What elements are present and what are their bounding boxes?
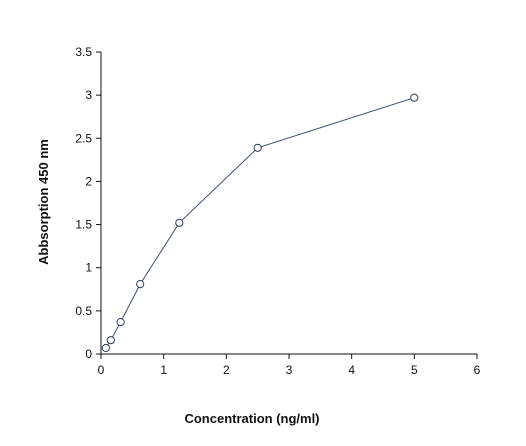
data-point <box>175 218 184 227</box>
x-axis-title: Concentration (ng/ml) <box>184 411 319 426</box>
x-tick-label: 4 <box>348 363 355 377</box>
y-tick-label: 2 <box>85 174 92 188</box>
y-tick-label: 0 <box>85 347 92 361</box>
x-tick-label: 1 <box>160 363 167 377</box>
y-tick-label: 0.5 <box>75 304 92 318</box>
data-point <box>136 280 145 289</box>
axes: 0 1 2 3 4 5 6 0 0.5 1 1.5 2 2.5 3 3.5 <box>75 45 480 377</box>
y-tick-label: 1.5 <box>75 218 92 232</box>
x-tick-label: 0 <box>98 363 105 377</box>
data-point <box>410 93 419 102</box>
data-point <box>253 143 262 152</box>
y-tick-label: 1 <box>85 261 92 275</box>
x-tick-label: 6 <box>474 363 481 377</box>
data-point <box>116 318 125 327</box>
y-axis-title: Abbsorption 450 nm <box>36 139 51 265</box>
y-tick-label: 2.5 <box>75 131 92 145</box>
data-point <box>106 336 115 345</box>
series-line <box>105 97 415 349</box>
y-tick-label: 3 <box>85 88 92 102</box>
y-tick-label: 3.5 <box>75 45 92 59</box>
data-point <box>101 343 111 353</box>
data-series <box>101 93 419 353</box>
x-tick-label: 2 <box>223 363 230 377</box>
x-tick-label: 5 <box>411 363 418 377</box>
x-tick-label: 3 <box>286 363 293 377</box>
